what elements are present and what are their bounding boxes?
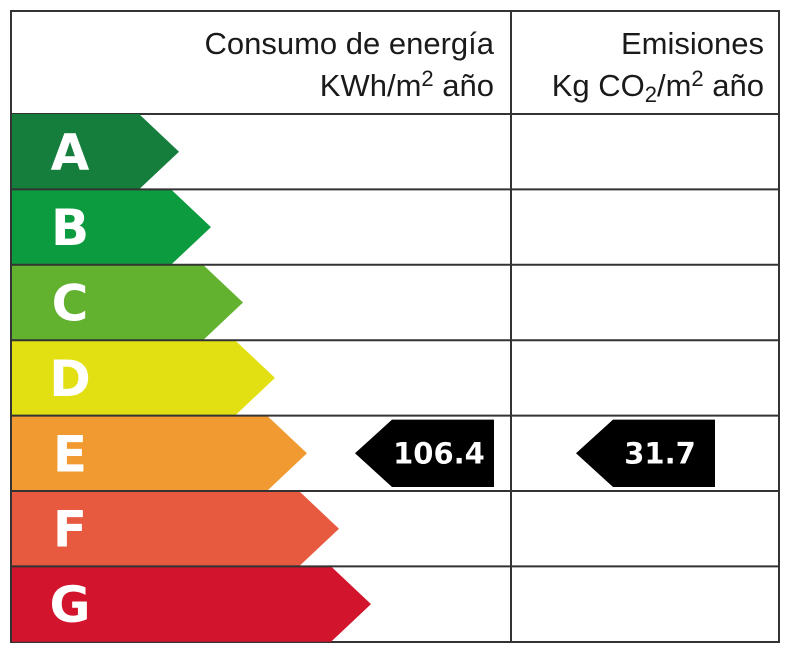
rating-arrow-g bbox=[12, 566, 371, 642]
emissions-indicator-value: 31.7 bbox=[624, 436, 696, 470]
rating-letter-c: C bbox=[52, 275, 89, 333]
rating-letter-b: B bbox=[51, 199, 89, 257]
indicators: 106.4 31.7 bbox=[355, 419, 715, 487]
emissions-header-title: Emisiones bbox=[621, 26, 764, 61]
rating-arrow-d bbox=[12, 340, 275, 416]
rating-letter-g: G bbox=[49, 576, 90, 634]
energy-indicator-arrow bbox=[355, 419, 494, 487]
rating-letter-f: F bbox=[53, 501, 87, 559]
rating-letter-a: A bbox=[51, 124, 90, 182]
emissions-indicator-arrow bbox=[576, 419, 715, 487]
rating-arrow-e bbox=[12, 415, 307, 491]
rating-letter-d: D bbox=[49, 350, 91, 408]
energy-header-unit: KWh/m2 año bbox=[320, 66, 494, 103]
energy-header-title: Consumo de energía bbox=[204, 26, 494, 61]
rating-arrow-c bbox=[12, 264, 243, 341]
rating-arrow-a bbox=[12, 114, 179, 190]
energy-indicator-value: 106.4 bbox=[393, 436, 485, 470]
rating-arrow-f bbox=[12, 491, 339, 567]
rating-arrow-b bbox=[12, 189, 211, 265]
emissions-header-unit: Kg CO2/m2 año bbox=[552, 66, 764, 107]
rating-letter-e: E bbox=[53, 425, 87, 483]
